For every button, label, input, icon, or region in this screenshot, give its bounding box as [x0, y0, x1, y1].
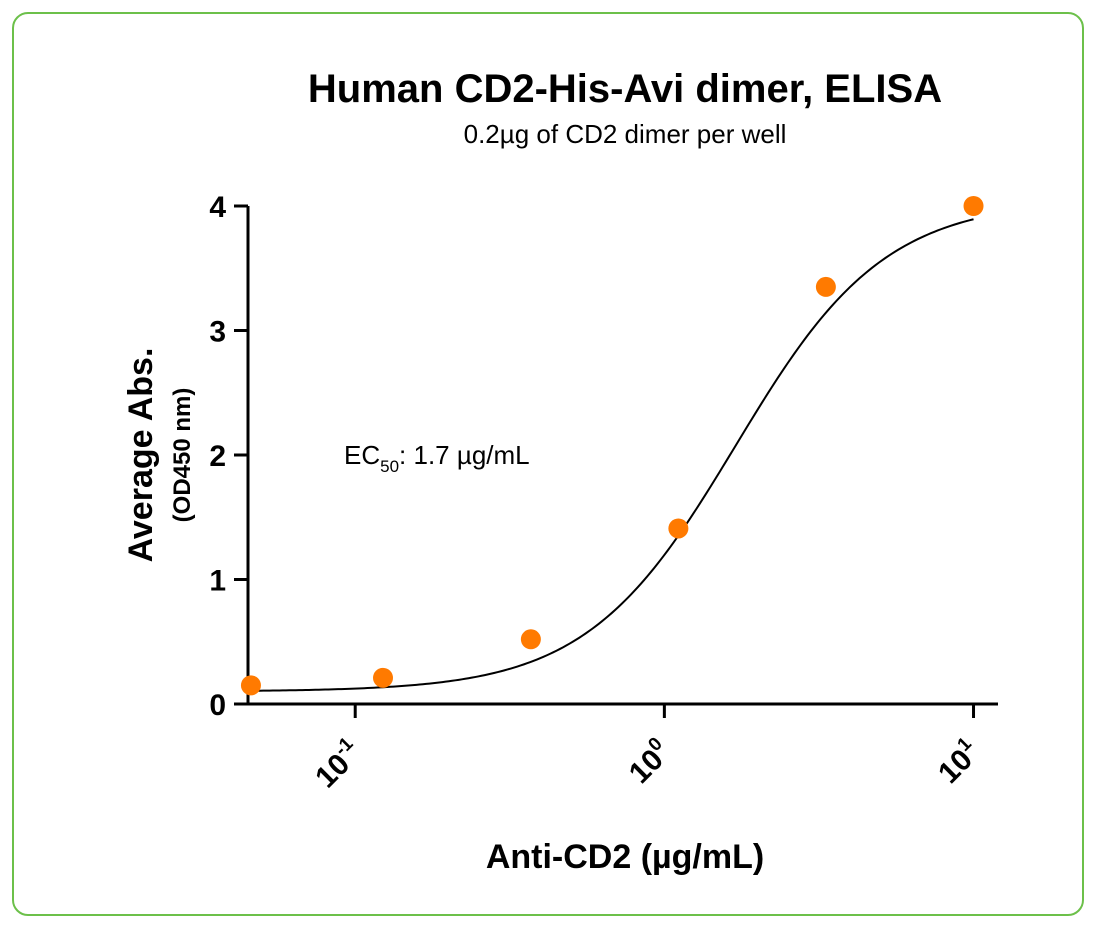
data-point: [815, 276, 836, 297]
y-axis-unit: (OD450 nm): [169, 388, 196, 523]
data-point: [963, 196, 984, 216]
data-point: [520, 629, 541, 650]
fit-curve: [256, 218, 974, 692]
x-tick-label: 100: [621, 733, 678, 790]
ec50-annotation: EC50: 1.7 µg/mL: [344, 440, 530, 476]
y-tick-label: 2: [209, 440, 226, 473]
ec50-subscript: 50: [380, 457, 399, 476]
chart-frame: [12, 12, 1084, 916]
data-point: [240, 675, 261, 696]
y-tick-label: 0: [209, 689, 226, 722]
chart-title: Human CD2-His-Avi dimer, ELISA: [308, 67, 942, 111]
data-points: [240, 196, 984, 696]
data-point: [668, 518, 689, 539]
fit-curve-layer: [256, 218, 974, 692]
y-axis-label: Average Abs.: [122, 348, 160, 563]
x-axis-label: Anti-CD2 (µg/mL): [486, 838, 764, 876]
y-tick-label: 3: [209, 316, 226, 349]
ec50-value: : 1.7 µg/mL: [399, 440, 530, 470]
y-tick-label: 1: [209, 565, 226, 598]
y-ticks: 0 1 2 3 4: [209, 191, 248, 722]
x-tick-label: 101: [930, 733, 987, 790]
ec50-prefix: EC: [344, 440, 380, 470]
x-tick-label: 10-1: [307, 733, 368, 794]
x-ticks: 10-1 100 101: [307, 704, 987, 795]
chart-subtitle: 0.2µg of CD2 dimer per well: [464, 119, 787, 149]
y-tick-label: 4: [209, 191, 226, 224]
data-point: [373, 667, 394, 688]
